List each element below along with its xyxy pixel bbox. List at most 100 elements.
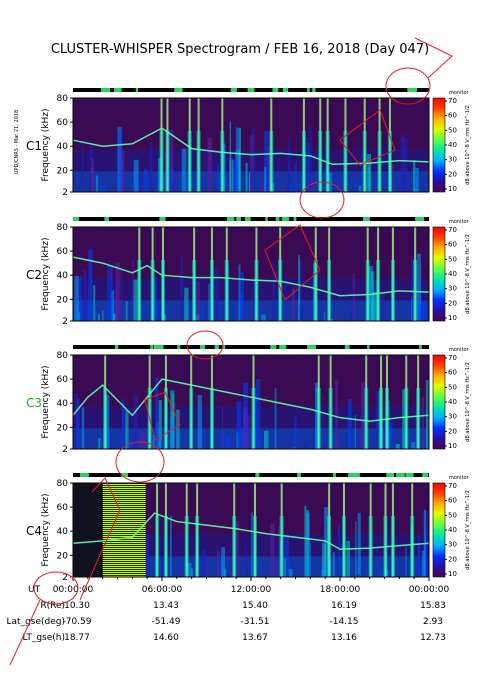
spectral-column <box>207 137 213 192</box>
mode-bar-segment <box>114 345 119 349</box>
y-tick-label: 80 <box>57 94 69 104</box>
colorbar-tick-label: 10 <box>448 442 457 450</box>
y-tick-label: 60 <box>57 118 69 128</box>
spectral-column <box>238 264 241 321</box>
spectral-column <box>333 311 336 321</box>
mode-bar-segment <box>282 88 289 92</box>
mode-bar-segment <box>279 345 287 349</box>
mode-bar-segment <box>386 473 395 477</box>
bright-line-glow <box>377 130 382 192</box>
bright-line-glow <box>325 130 330 192</box>
spectral-column <box>98 437 101 449</box>
colorbar-tick-label: 50 <box>448 126 457 134</box>
spectral-column <box>243 407 248 449</box>
colorbar-tick-label: 20 <box>448 427 457 435</box>
spectral-column <box>230 319 234 321</box>
spectral-column <box>81 407 85 449</box>
bright-line-glow <box>301 130 306 192</box>
mode-bar-segment <box>121 473 127 477</box>
plasma-trace <box>72 127 430 166</box>
spectral-column <box>270 523 275 577</box>
spectral-column <box>288 568 293 577</box>
colorbar-tick-label: 20 <box>448 170 457 178</box>
spectral-column <box>285 271 287 321</box>
bright-line-glow <box>279 515 284 577</box>
spectral-column <box>133 279 138 321</box>
spectral-column <box>321 568 326 577</box>
spectral-column <box>308 126 312 192</box>
y-tick-label: 80 <box>57 351 69 361</box>
panel-name: C1 <box>26 139 42 153</box>
spectral-column <box>120 267 122 321</box>
spectral-column <box>171 168 174 192</box>
spectral-column <box>144 534 150 577</box>
spectral-column <box>180 255 183 321</box>
mode-bar-segment <box>174 88 183 92</box>
spectral-column <box>389 422 393 449</box>
bright-line-glow <box>376 259 381 321</box>
spectral-column <box>354 180 356 192</box>
mode-bar-segment <box>247 217 251 221</box>
spectral-column <box>421 396 424 449</box>
spectral-column <box>425 380 429 449</box>
y-tick-label: 60 <box>57 503 69 513</box>
y-tick-label: 60 <box>57 375 69 385</box>
spectral-column <box>155 377 159 449</box>
spectral-column <box>405 546 407 577</box>
colorbar-tick-label: 30 <box>448 413 457 421</box>
spectral-column <box>357 512 361 577</box>
x-tick-label: 00:00:00 <box>409 585 450 595</box>
ephemeris-row-label: Lat_gse(deg) <box>7 617 65 627</box>
spectral-column <box>153 276 157 321</box>
mode-bar-segment <box>214 345 219 349</box>
spectral-column <box>335 380 339 449</box>
panel-c2: 2 20 40 60 80 Frequency (kHz)C2 monitor 10 20 30 4… <box>26 217 471 327</box>
y-axis-label: Frequency (kHz) <box>41 108 51 181</box>
colorbar-tick-label: 50 <box>448 383 457 391</box>
colorbar-tick-label: 30 <box>448 156 457 164</box>
colorbar-label: dB above 10^-8 V_rms Hz^-1/2 <box>465 105 471 185</box>
spectral-column <box>415 167 419 192</box>
spectral-column <box>226 441 228 449</box>
spectral-column <box>379 570 384 577</box>
mode-bar-segment <box>159 217 166 221</box>
ephemeris-row-label: R(Re) <box>40 601 65 611</box>
y-tick-label: 40 <box>57 142 69 152</box>
colorbar-tick-label: 10 <box>448 185 457 193</box>
spectral-column <box>417 304 423 321</box>
colorbar-label: dB above 10^-8 V_rms Hz^-1/2 <box>465 362 471 442</box>
mode-bar-segment <box>405 473 414 477</box>
ephemeris-value: 13.16 <box>331 633 357 643</box>
spectral-column <box>264 430 269 449</box>
bright-line-glow <box>189 387 194 449</box>
colorbar-mode-label: monitor <box>449 347 470 353</box>
spectral-column <box>350 306 355 321</box>
spectral-column <box>264 167 267 192</box>
spectral-column <box>284 558 286 577</box>
spectral-column <box>328 172 332 192</box>
colorbar <box>432 226 446 322</box>
mode-bar-segment <box>348 473 357 477</box>
colorbar-tick-label: 60 <box>448 112 457 120</box>
spectral-column <box>113 313 116 321</box>
spectral-column <box>216 550 220 577</box>
y-tick-label: 80 <box>57 223 69 233</box>
bright-line-glow <box>343 130 348 192</box>
mode-bar-segment <box>270 345 277 349</box>
spectral-column <box>381 293 385 321</box>
spectral-column <box>235 520 239 577</box>
spectral-column <box>272 262 276 321</box>
mode-bar-segment <box>333 473 336 477</box>
bright-line-glow <box>368 515 373 577</box>
mode-bar-segment <box>222 345 226 349</box>
spectral-column <box>144 169 148 192</box>
spectral-column <box>128 441 132 449</box>
spectral-column <box>251 512 253 577</box>
mode-bar-segment <box>307 88 310 92</box>
spectral-column <box>236 401 242 449</box>
bright-line-glow <box>103 387 108 449</box>
spectral-column <box>98 314 100 321</box>
spectral-column <box>122 402 126 449</box>
spectral-column <box>115 289 118 321</box>
